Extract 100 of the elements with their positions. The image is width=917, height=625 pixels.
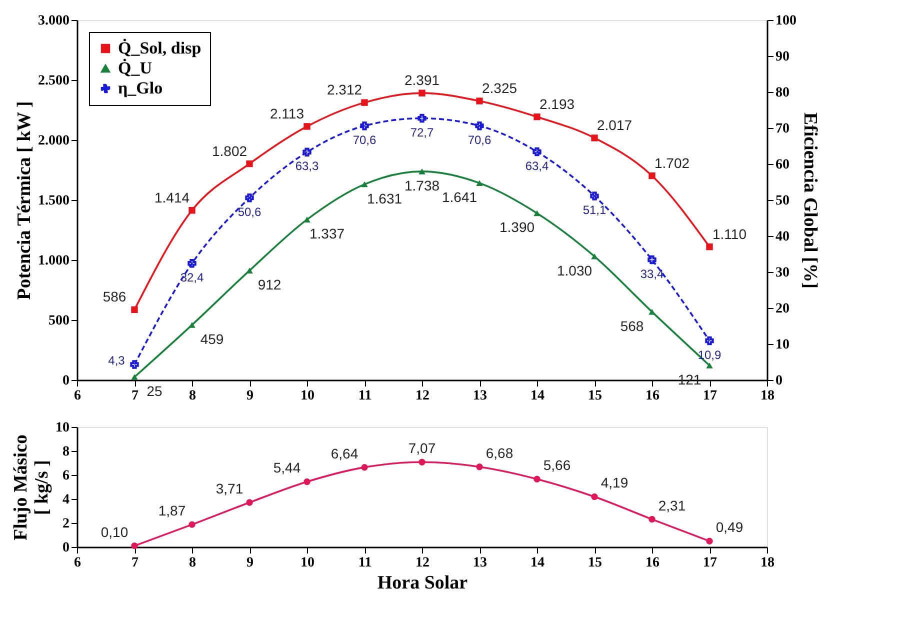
data-label: 1.702 (654, 154, 690, 171)
x-tick-label: 9 (246, 556, 254, 570)
y-tick-label: 3.000 (38, 14, 70, 28)
data-label: 4,3 (108, 354, 126, 368)
data-label: 6,68 (486, 444, 514, 461)
point (304, 123, 310, 130)
point (706, 243, 713, 250)
legend-label: Q̇_U (118, 58, 152, 78)
data-label: 4,19 (600, 474, 628, 491)
point (418, 90, 426, 96)
x-tick-label: 17 (703, 388, 717, 404)
data-label: 2.017 (596, 116, 632, 133)
point (418, 458, 426, 466)
x-tick-label: 18 (760, 388, 774, 404)
point (648, 516, 656, 523)
data-label: 3,71 (216, 480, 244, 496)
y-tick-label: 2.500 (38, 74, 70, 88)
point (591, 493, 598, 500)
data-label: 568 (620, 318, 644, 334)
data-label: 2.391 (404, 72, 440, 88)
data-label: 459 (200, 330, 224, 347)
point (188, 206, 196, 214)
x-tick-label: 7 (132, 388, 138, 404)
y2-tick-label: 70 (776, 122, 790, 136)
point (418, 114, 426, 123)
point (706, 362, 713, 368)
point (360, 121, 369, 130)
y-axis-title: Potencia Térmica [ kW ] (14, 101, 35, 300)
x-axis-title: Hora Solar (377, 572, 468, 594)
y-axis-title: Flujo Másico [ kg/s ] (10, 434, 52, 541)
point (188, 259, 196, 268)
x-tick-label: 10 (300, 388, 314, 404)
y-tick-label: 0 (62, 374, 70, 388)
point (591, 253, 598, 260)
y-tick-label: 2 (62, 516, 70, 532)
data-label: 10,9 (698, 348, 722, 362)
data-label: 2.113 (270, 105, 304, 122)
point (246, 499, 253, 506)
y2-tick-label: 90 (776, 50, 790, 64)
data-label: 51,1 (582, 203, 606, 218)
x-tick-label: 7 (132, 556, 138, 570)
x-tick-label: 12 (416, 556, 430, 570)
point (532, 147, 542, 156)
data-label: 32,4 (180, 270, 204, 284)
y2-tick-label: 40 (776, 230, 790, 244)
point (534, 210, 540, 216)
y-tick-label: 10 (56, 420, 70, 436)
y2-tick-label: 60 (776, 158, 790, 172)
data-label: 70,6 (352, 132, 376, 147)
point (534, 476, 540, 482)
data-label: 0,49 (716, 519, 744, 536)
point (131, 542, 138, 550)
point (361, 181, 368, 188)
x-tick-label: 18 (760, 556, 774, 570)
x-tick-label: 10 (300, 556, 314, 570)
data-label: 1,87 (158, 502, 186, 519)
y2-tick-label: 100 (776, 14, 796, 28)
y-tick-label: 6 (62, 468, 70, 484)
x-tick-label: 8 (189, 556, 196, 570)
y-tick-label: 0 (62, 540, 70, 556)
x-tick-label: 16 (646, 556, 660, 570)
data-label: 25 (146, 383, 162, 399)
data-label: 1.337 (309, 226, 345, 242)
data-label: 50,6 (238, 204, 262, 219)
x-tick-label: 6 (74, 388, 81, 404)
data-label: 33,4 (640, 266, 664, 281)
y2-tick-label: 0 (776, 374, 782, 388)
point (188, 322, 196, 328)
point (476, 463, 483, 470)
y2-tick-label: 50 (776, 194, 790, 208)
data-label: 1.414 (154, 189, 190, 206)
y-tick-label: 1.000 (38, 254, 70, 268)
y2-axis-title: Eficiencia Global [%] (800, 112, 820, 289)
point (706, 538, 713, 544)
x-tick-label: 9 (246, 388, 254, 404)
data-label: 72,7 (410, 125, 434, 140)
point (131, 306, 138, 314)
y-tick-label: 500 (48, 314, 70, 328)
data-label: 912 (258, 276, 282, 293)
point (475, 121, 484, 130)
point (590, 192, 599, 200)
x-tick-label: 6 (74, 556, 81, 570)
x-tick-label: 15 (588, 388, 602, 404)
x-tick-label: 16 (646, 388, 660, 404)
data-label: 1.390 (499, 219, 535, 236)
x-tick-label: 17 (703, 556, 717, 570)
point (418, 168, 426, 174)
point (648, 308, 656, 315)
point (476, 180, 483, 186)
x-tick-label: 11 (358, 556, 372, 570)
y-tick-label: 2.000 (38, 134, 70, 148)
y-tick-label: 4 (62, 492, 70, 508)
y-tick-label: 1.500 (38, 194, 70, 208)
x-tick-label: 14 (530, 556, 544, 570)
data-label: 0,10 (100, 524, 128, 540)
x-tick-label: 15 (588, 556, 602, 570)
data-label: 1.641 (442, 189, 478, 206)
data-label: 1.110 (712, 226, 747, 242)
data-label: 5,44 (273, 460, 301, 476)
y2-tick-label: 80 (776, 86, 790, 100)
